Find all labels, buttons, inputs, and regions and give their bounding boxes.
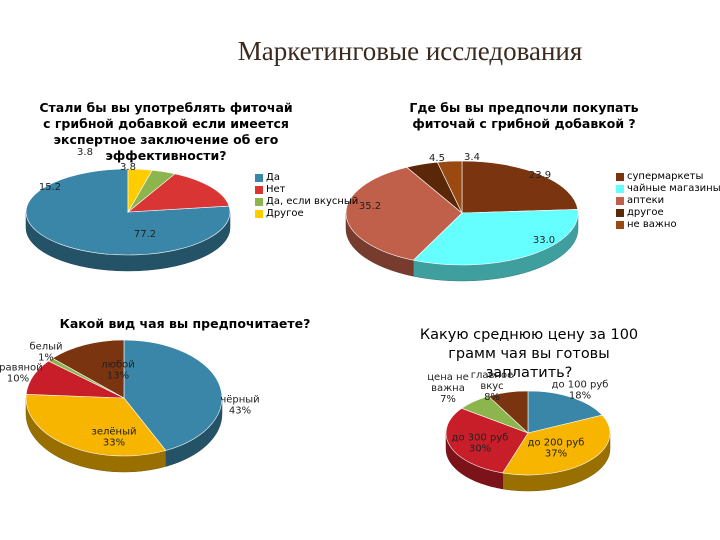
chart-2-data-label-2: 33.0 <box>533 235 555 246</box>
chart-1-legend-item-2: Нет <box>255 184 358 196</box>
legend-swatch <box>616 185 624 193</box>
chart-1-legend-item-3: Да, если вкусный <box>255 196 358 208</box>
chart-1-data-label-2: 15.2 <box>39 182 61 193</box>
chart-4-slice-5 <box>487 390 529 434</box>
chart-1-data-label-1: 77.2 <box>134 229 156 240</box>
legend-label: супермаркеты <box>627 171 704 182</box>
chart-4-data-label-1: до 100 руб 18% <box>552 380 609 402</box>
chart-2-legend-item-2: чайные магазины <box>616 183 720 195</box>
slide-title: Маркетинговые исследования <box>237 36 583 66</box>
chart-3-data-label-5: любой 13% <box>101 360 135 382</box>
chart-2-data-label-4: 4.5 <box>429 153 445 164</box>
chart-2-slice-3 <box>345 166 463 261</box>
chart-2-title: Где бы вы предпочли покупать фиточай с г… <box>409 100 639 131</box>
chart-2-legend-item-1: супермаркеты <box>616 171 720 183</box>
chart-2-data-label-5: 3.4 <box>464 152 480 163</box>
legend-swatch <box>616 173 624 181</box>
chart-1-slice-2 <box>127 173 230 213</box>
chart-2-slice-5 <box>436 160 463 214</box>
legend-label: аптеки <box>627 195 665 206</box>
legend-label: чайные магазины <box>627 183 720 194</box>
chart-3-slice-2 <box>25 394 167 457</box>
legend-swatch <box>255 210 263 218</box>
chart-2-legend-item-5: не важно <box>616 219 720 231</box>
chart-4-slice-1 <box>527 390 603 434</box>
chart-2-data-label-3: 35.2 <box>359 201 381 212</box>
chart-2-legend-item-4: другое <box>616 207 720 219</box>
legend-swatch <box>255 174 263 182</box>
chart-1-legend-item-1: Да <box>255 172 358 184</box>
legend-label: другое <box>627 207 664 218</box>
legend-label: Нет <box>266 184 286 195</box>
chart-2-slice-2 <box>412 209 579 266</box>
chart-4-data-label-3: до 300 руб 30% <box>452 433 509 455</box>
chart-3-slice-1 <box>123 339 223 451</box>
chart-4-data-label-2: до 200 руб 37% <box>528 438 585 460</box>
chart-4-data-label-5: главное вкус 8% <box>471 370 513 403</box>
legend-label: не важно <box>627 219 677 230</box>
chart-4-slice-2 <box>502 414 611 476</box>
chart-4-pie: до 100 руб 18% до 200 руб 37% до 300 руб 30% ц… <box>427 370 611 492</box>
chart-1-title: Стали бы вы употреблять фиточай с грибно… <box>39 100 293 163</box>
chart-3-data-label-1: чёрный 43% <box>220 395 259 417</box>
legend-label: Другое <box>266 208 304 219</box>
chart-1-data-label-4: 3.8 <box>120 162 136 173</box>
chart-3-data-label-4: белый 1% <box>29 342 62 364</box>
legend-swatch <box>616 221 624 229</box>
legend-swatch <box>255 186 263 194</box>
legend-swatch <box>616 209 624 217</box>
chart-4-data-label-4: цена не важна 7% <box>427 372 469 405</box>
chart-4-title: Какую среднюю цену за 100 грамм чая вы г… <box>419 327 639 381</box>
chart-2-legend: супермаркеты чайные магазины аптеки другое н… <box>616 171 720 231</box>
chart-2-legend-item-3: аптеки <box>616 195 720 207</box>
legend-swatch <box>616 197 624 205</box>
chart-1-legend: Да Нет Да, если вкусный Другое <box>255 172 358 220</box>
legend-label: Да <box>266 172 280 183</box>
chart-2-pie: 23.9 33.0 35.2 4.5 3.4 <box>345 152 579 282</box>
chart-3-data-label-3: травяной10% <box>0 363 43 385</box>
chart-2-data-label-1: 23.9 <box>529 170 551 181</box>
chart-1-legend-item-4: Другое <box>255 208 358 220</box>
legend-label: Да, если вкусный <box>266 196 359 207</box>
legend-swatch <box>255 198 263 206</box>
chart-3-slice-5 <box>51 339 125 399</box>
chart-3-data-label-2: зелёный 33% <box>92 427 137 449</box>
chart-1-pie: 77.2 15.2 3.8 3.8 <box>25 147 231 272</box>
chart-2-slice-1 <box>461 160 579 214</box>
chart-3-title: Какой вид чая вы предпочитаете? <box>59 316 311 331</box>
chart-1-slice-4 <box>127 168 153 214</box>
chart-4-slice-3 <box>445 407 529 474</box>
chart-1-data-label-3: 3.8 <box>77 147 93 158</box>
